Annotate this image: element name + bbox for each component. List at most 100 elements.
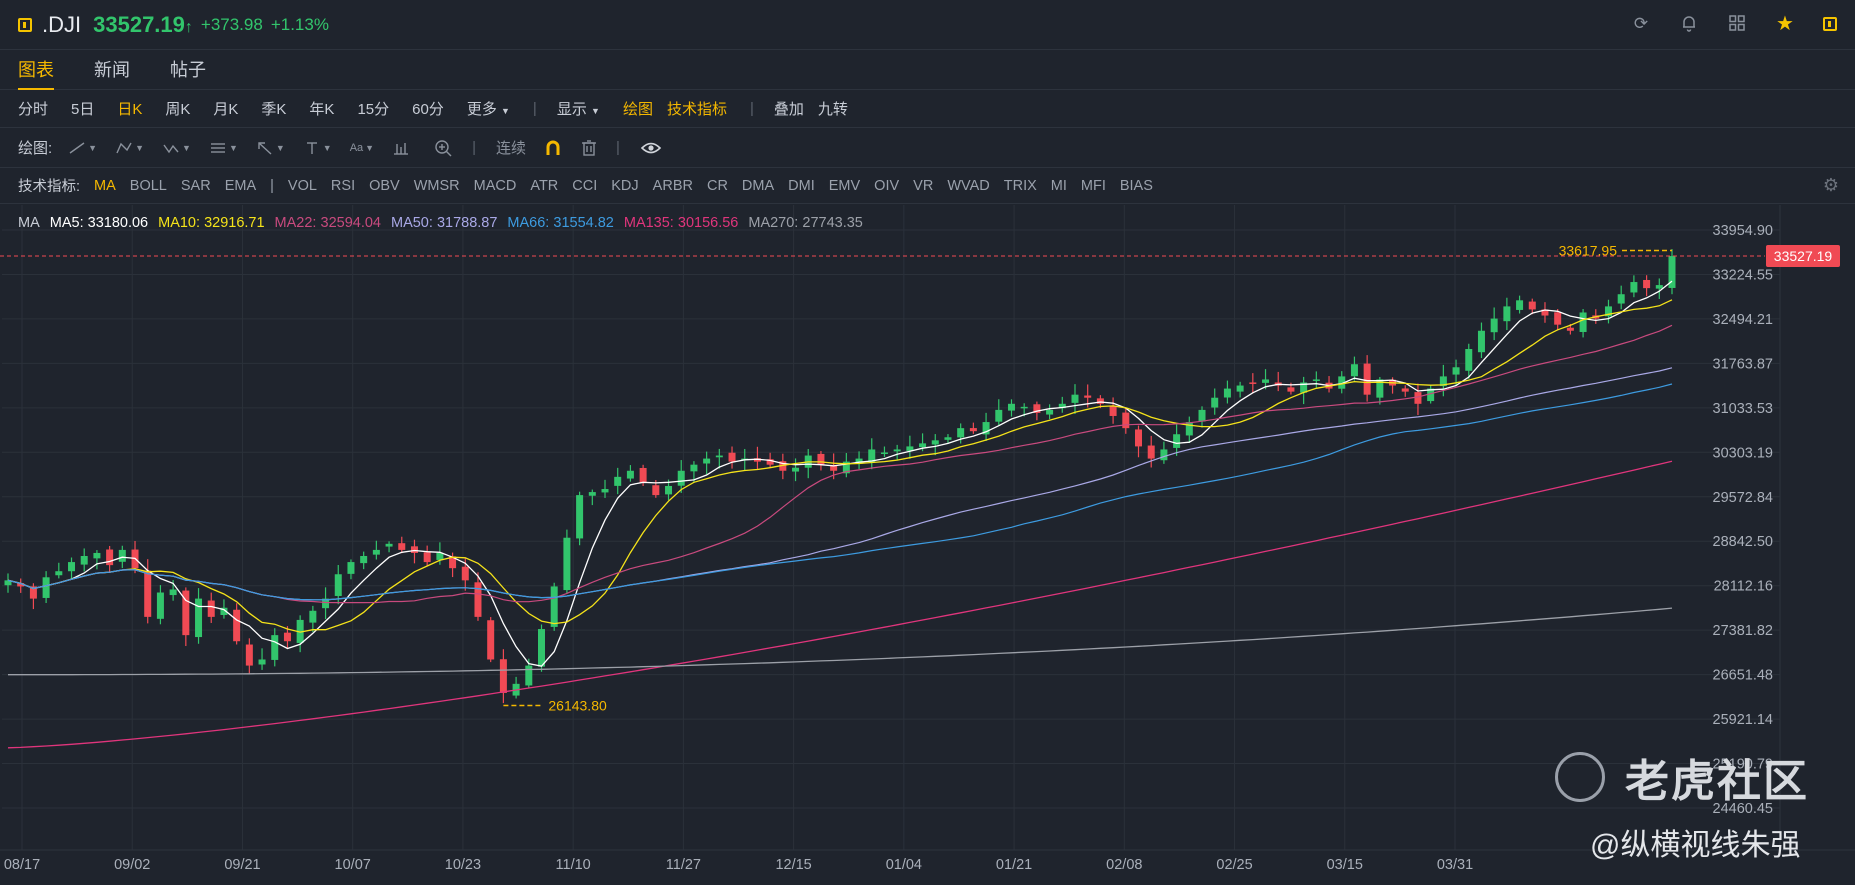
period-quarterly[interactable]: 季K — [261, 101, 287, 118]
indicator-cci[interactable]: CCI — [572, 177, 598, 194]
indicator-wmsr[interactable]: WMSR — [413, 177, 460, 194]
nine-turn-button[interactable]: 九转 — [817, 101, 848, 118]
y-tick-label: 24460.45 — [1713, 801, 1773, 817]
candle-body — [792, 467, 800, 472]
ma66-value: 31554.82 — [553, 215, 614, 231]
watchlist-toggle-icon[interactable] — [18, 17, 32, 32]
indicator-ma[interactable]: MA — [94, 177, 116, 194]
draw-toggle[interactable]: 绘图 — [622, 101, 653, 118]
continuous-toggle[interactable]: 连续 — [496, 140, 527, 157]
period-monthly[interactable]: 月K — [213, 101, 239, 118]
indicator-mfi[interactable]: MFI — [1080, 177, 1106, 194]
period-60min[interactable]: 60分 — [412, 101, 444, 118]
grid-icon[interactable] — [1727, 14, 1747, 34]
indicator-macd[interactable]: MACD — [473, 177, 517, 194]
indicator-cr[interactable]: CR — [706, 177, 728, 194]
period-yearly[interactable]: 年K — [309, 101, 335, 118]
period-more-dropdown[interactable]: 更多 ▼ — [467, 98, 510, 119]
tab-chart[interactable]: 图表 — [18, 50, 54, 90]
gear-icon[interactable]: ⚙ — [1822, 175, 1839, 195]
candle-body — [1287, 387, 1295, 392]
fib-tool-icon[interactable]: ▼ — [210, 142, 238, 153]
wave-tool-icon[interactable]: ▼ — [162, 141, 191, 155]
font-size-tool-icon[interactable]: Aa ▼ — [349, 141, 375, 154]
candle-body — [372, 549, 380, 555]
magnet-icon[interactable] — [544, 139, 562, 157]
indicator-ema[interactable]: EMA — [224, 177, 257, 194]
candle-body — [1439, 376, 1447, 387]
candle-body — [1668, 256, 1676, 288]
candle-body — [29, 586, 37, 599]
indicator-arbr[interactable]: ARBR — [652, 177, 693, 194]
indicator-dma[interactable]: DMA — [741, 177, 775, 194]
tab-posts[interactable]: 帖子 — [170, 59, 206, 80]
candle-body — [1135, 429, 1143, 447]
x-tick-label: 02/08 — [1106, 857, 1142, 873]
last-price-label: 33527.19 — [1774, 248, 1833, 264]
candle-body — [461, 566, 469, 581]
indicator-bias[interactable]: BIAS — [1119, 177, 1153, 194]
indbar-label: 技术指标: — [18, 179, 81, 195]
measure-tool-icon[interactable] — [392, 141, 410, 155]
indicator-sar[interactable]: SAR — [180, 177, 211, 194]
candle-body — [703, 458, 711, 464]
bell-icon[interactable] — [1679, 14, 1699, 34]
period-5day[interactable]: 5日 — [71, 101, 95, 118]
indicator-rsi[interactable]: RSI — [330, 177, 356, 194]
period-weekly[interactable]: 周K — [165, 101, 191, 118]
star-icon[interactable]: ★ — [1776, 13, 1794, 35]
candle-body — [931, 440, 939, 445]
indicator-vol[interactable]: VOL — [287, 177, 317, 194]
x-tick-label: 12/15 — [775, 857, 811, 873]
period-15min[interactable]: 15分 — [357, 101, 390, 118]
indicator-dmi[interactable]: DMI — [788, 177, 815, 194]
ma-legend: MA MA5: 33180.06 MA10: 32916.71 MA22: 32… — [18, 215, 863, 231]
zoom-in-icon[interactable] — [434, 139, 454, 157]
eye-icon[interactable] — [640, 140, 662, 156]
refresh-icon[interactable]: ⟳ — [1633, 14, 1649, 33]
display-dropdown[interactable]: 显示 ▼ — [557, 98, 600, 119]
indicator-oiv[interactable]: OIV — [874, 177, 900, 194]
y-tick-label: 32494.21 — [1713, 312, 1773, 328]
candle-body — [322, 598, 330, 609]
x-tick-label: 01/04 — [886, 857, 922, 873]
candle-body — [1147, 445, 1155, 459]
ma22-legend: MA22: 32594.04 — [275, 215, 381, 231]
indicator-emv[interactable]: EMV — [828, 177, 861, 194]
indicator-wvad[interactable]: WVAD — [947, 177, 990, 194]
indicators-toggle[interactable]: 技术指标 — [666, 101, 727, 118]
polyline-tool-icon[interactable]: ▼ — [115, 141, 144, 155]
text-tool-icon[interactable]: ▼ — [306, 141, 332, 154]
trash-icon[interactable] — [580, 139, 598, 157]
ma135-label: MA135: — [623, 215, 674, 231]
indicator-list: MA BOLL SAR EMA | VOL RSI OBV WMSR MACD ATR CCI KDJ A… — [94, 178, 1167, 194]
ma22-label: MA22: — [274, 215, 317, 231]
candle-body — [626, 470, 634, 479]
period-daily[interactable]: 日K — [117, 101, 143, 118]
ma5-line — [7, 280, 1673, 667]
indicator-boll[interactable]: BOLL — [129, 177, 167, 194]
panel-icon[interactable] — [1823, 17, 1837, 31]
y-tick-label: 25921.14 — [1713, 712, 1773, 728]
candle-body — [588, 492, 596, 496]
indicator-vr[interactable]: VR — [913, 177, 934, 194]
tab-news[interactable]: 新闻 — [94, 59, 130, 80]
candle-body — [195, 598, 203, 638]
indicator-kdj[interactable]: KDJ — [611, 177, 639, 194]
candlestick-chart[interactable]: 33954.90 33224.55 32494.21 31763.87 31033.53… — [0, 205, 1855, 885]
indicator-trix[interactable]: TRIX — [1003, 177, 1037, 194]
overlay-button[interactable]: 叠加 — [773, 101, 804, 118]
arrow-tool-icon[interactable]: ▼ — [256, 141, 285, 155]
candle-body — [156, 592, 164, 619]
candle-body — [1350, 364, 1358, 377]
indicator-atr[interactable]: ATR — [530, 177, 559, 194]
indicator-obv[interactable]: OBV — [369, 177, 400, 194]
indicator-mi[interactable]: MI — [1050, 177, 1067, 194]
line-tool-icon[interactable]: ▼ — [68, 141, 97, 155]
candle-body — [537, 629, 545, 667]
drawbar-label: 绘图: — [18, 140, 53, 157]
period-intraday[interactable]: 分时 — [18, 101, 49, 118]
candle-body — [118, 549, 126, 562]
x-tick-label: 09/02 — [114, 857, 150, 873]
drawing-toolbar: 绘图: ▼ ▼ ▼ ▼ ▼ ▼ Aa ▼ | 连续 | — [0, 128, 1855, 168]
